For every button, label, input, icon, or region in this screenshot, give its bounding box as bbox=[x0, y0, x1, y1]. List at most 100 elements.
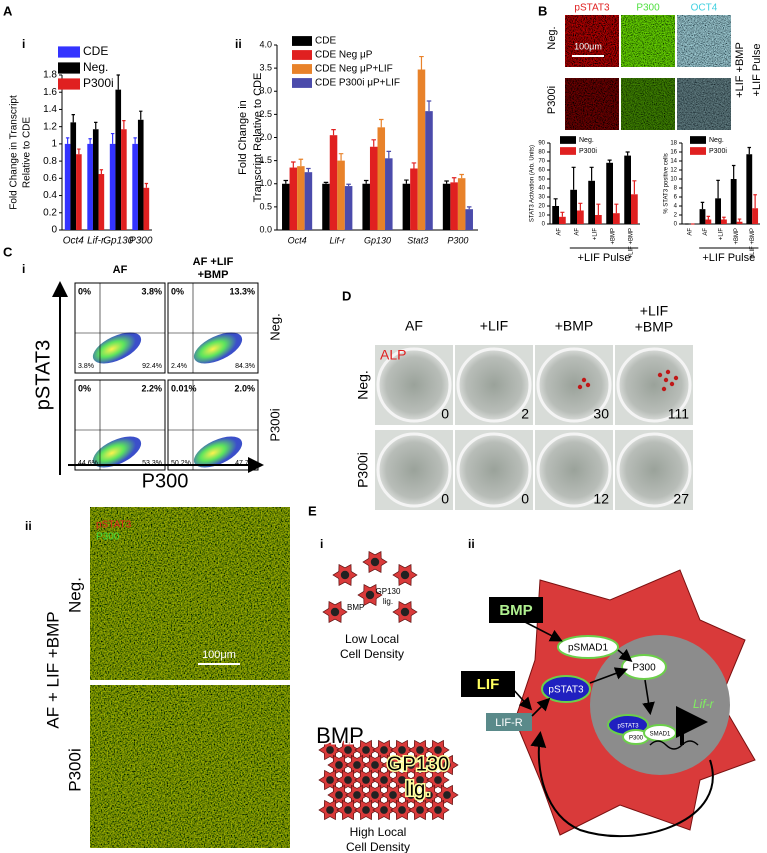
legend-label: CDE Neg μP bbox=[315, 50, 373, 61]
caption: Cell Density bbox=[340, 647, 404, 661]
subpanel-label: i bbox=[22, 262, 25, 276]
y-tick-label: 16 bbox=[670, 150, 677, 156]
stain-label: pSTAT3 bbox=[574, 3, 610, 14]
error-bar bbox=[706, 215, 711, 220]
colony-count: 2 bbox=[521, 406, 529, 422]
nucleus bbox=[416, 806, 424, 814]
y-tick-label: 1.6 bbox=[43, 87, 57, 98]
nucleus bbox=[434, 806, 442, 814]
dna bbox=[649, 740, 699, 750]
nucleus bbox=[398, 746, 406, 754]
error-bar bbox=[139, 110, 143, 120]
bar bbox=[624, 155, 631, 224]
nucleus bbox=[380, 746, 388, 754]
legend-swatch bbox=[58, 78, 80, 90]
cell-cloud bbox=[92, 332, 142, 364]
micrograph-texture bbox=[565, 78, 619, 130]
error-bar bbox=[459, 173, 464, 179]
nucleus bbox=[344, 806, 352, 814]
legend-swatch bbox=[58, 62, 80, 74]
bar bbox=[450, 182, 458, 230]
bar bbox=[595, 215, 602, 224]
bar bbox=[143, 187, 150, 230]
gene-label: Lif-r bbox=[693, 697, 715, 711]
micrograph-texture bbox=[621, 78, 675, 130]
y-axis-label: Fold Change in Transcript bbox=[9, 95, 20, 210]
scale-label: 100μm bbox=[574, 41, 602, 51]
well bbox=[456, 347, 532, 423]
nucleus bbox=[335, 761, 343, 769]
bar bbox=[457, 178, 466, 230]
y-tick-label: 2.5 bbox=[259, 109, 272, 119]
protein bbox=[541, 675, 591, 703]
y-tick-label: 4.0 bbox=[259, 39, 272, 49]
y-tick-label: 3.0 bbox=[259, 86, 272, 96]
legend-label: CDE bbox=[83, 44, 108, 58]
nucleus bbox=[407, 791, 415, 799]
nucleus bbox=[398, 806, 406, 814]
error-bar bbox=[110, 132, 115, 144]
alp-colony bbox=[657, 372, 663, 378]
panel-label: B bbox=[538, 3, 547, 18]
error-bar bbox=[306, 167, 311, 173]
panel-label: D bbox=[342, 288, 351, 303]
error-bar bbox=[596, 203, 601, 215]
bar bbox=[87, 143, 93, 230]
bar bbox=[337, 160, 345, 230]
colony-count: 0 bbox=[441, 406, 449, 422]
protein bbox=[621, 654, 667, 680]
feedback-arrow bbox=[530, 731, 714, 838]
nucleus bbox=[371, 791, 379, 799]
stain-label: P300 bbox=[636, 3, 660, 14]
x-tick-label: P300 bbox=[129, 236, 153, 247]
nucleus bbox=[344, 746, 352, 754]
error-bar bbox=[589, 166, 594, 181]
bar bbox=[442, 183, 451, 230]
column-label: AF +LIF bbox=[193, 256, 234, 268]
stain-label: pSTAT3 bbox=[96, 520, 132, 531]
protein-label: pSTAT3 bbox=[548, 685, 584, 696]
ligand-label-box bbox=[489, 597, 543, 623]
ligand-label: GP130 bbox=[387, 753, 449, 775]
receptor-box bbox=[486, 713, 532, 731]
error-bar bbox=[94, 121, 98, 130]
error-bar bbox=[722, 216, 726, 220]
bar bbox=[577, 210, 584, 224]
legend-swatch bbox=[560, 136, 576, 144]
bar bbox=[699, 209, 706, 224]
y-axis-label: Fold Change in bbox=[237, 100, 249, 175]
legend-swatch bbox=[292, 50, 312, 60]
column-label: +LIF bbox=[640, 303, 668, 319]
protein-label: pSTAT3 bbox=[617, 724, 639, 730]
y-tick-label: 2 bbox=[674, 213, 678, 219]
well bbox=[376, 432, 452, 508]
stain-label: P300 bbox=[96, 532, 120, 543]
error-bar bbox=[371, 139, 376, 147]
y-axis-label: STAT3 Activation (Arb. Units) bbox=[530, 145, 536, 222]
arrow bbox=[531, 697, 551, 717]
y-tick-label: 60 bbox=[538, 168, 545, 174]
y-tick-label: 20 bbox=[538, 204, 545, 210]
nucleus bbox=[371, 761, 379, 769]
y-tick-label: 0.4 bbox=[43, 190, 57, 201]
error-bar bbox=[338, 153, 344, 161]
bar bbox=[369, 146, 378, 230]
condition-label: +LIF Pulse bbox=[751, 44, 763, 97]
nucleus bbox=[434, 746, 442, 754]
y-tick-label: 8 bbox=[674, 186, 678, 192]
y-tick-label: 1.5 bbox=[259, 155, 272, 165]
y-axis-label: Relative to CDE bbox=[22, 117, 33, 188]
nucleus bbox=[398, 776, 406, 784]
x-tick-label: Gp130 bbox=[364, 235, 391, 245]
legend-label: CDE P300i μP+LIF bbox=[315, 78, 400, 89]
y-tick-label: 1.0 bbox=[259, 178, 272, 188]
x-tick-label: P300 bbox=[447, 235, 468, 245]
nucleus bbox=[443, 761, 451, 769]
x-tick-label: Stat3 bbox=[407, 235, 428, 245]
colony-count: 111 bbox=[668, 406, 689, 422]
error-bar bbox=[346, 183, 351, 187]
legend-swatch bbox=[58, 46, 80, 58]
panel-label: A bbox=[3, 3, 13, 18]
nucleus bbox=[416, 746, 424, 754]
bar bbox=[588, 180, 595, 224]
